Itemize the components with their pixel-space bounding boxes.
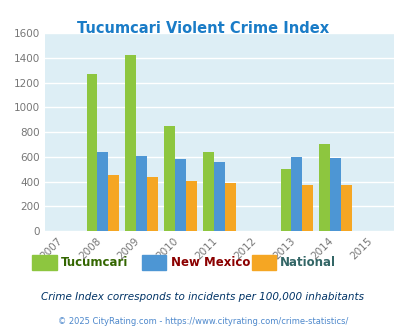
Text: Tucumcari: Tucumcari <box>61 256 128 269</box>
Text: New Mexico: New Mexico <box>170 256 249 269</box>
Bar <box>301 185 312 231</box>
Bar <box>185 181 196 231</box>
Bar <box>340 185 351 231</box>
Bar <box>175 159 185 231</box>
Bar <box>125 55 136 231</box>
Bar <box>224 183 235 231</box>
Bar <box>164 126 175 231</box>
Text: Tucumcari Violent Crime Index: Tucumcari Violent Crime Index <box>77 21 328 36</box>
Bar <box>319 145 329 231</box>
Text: National: National <box>279 256 335 269</box>
Bar <box>213 162 224 231</box>
Bar <box>97 152 108 231</box>
Text: Crime Index corresponds to incidents per 100,000 inhabitants: Crime Index corresponds to incidents per… <box>41 292 364 302</box>
Bar <box>86 74 97 231</box>
Bar <box>147 177 158 231</box>
Bar <box>329 158 340 231</box>
Bar <box>280 169 291 231</box>
Bar <box>136 155 147 231</box>
Bar <box>291 157 301 231</box>
Text: © 2025 CityRating.com - https://www.cityrating.com/crime-statistics/: © 2025 CityRating.com - https://www.city… <box>58 317 347 326</box>
Bar <box>108 175 119 231</box>
Bar <box>202 152 213 231</box>
